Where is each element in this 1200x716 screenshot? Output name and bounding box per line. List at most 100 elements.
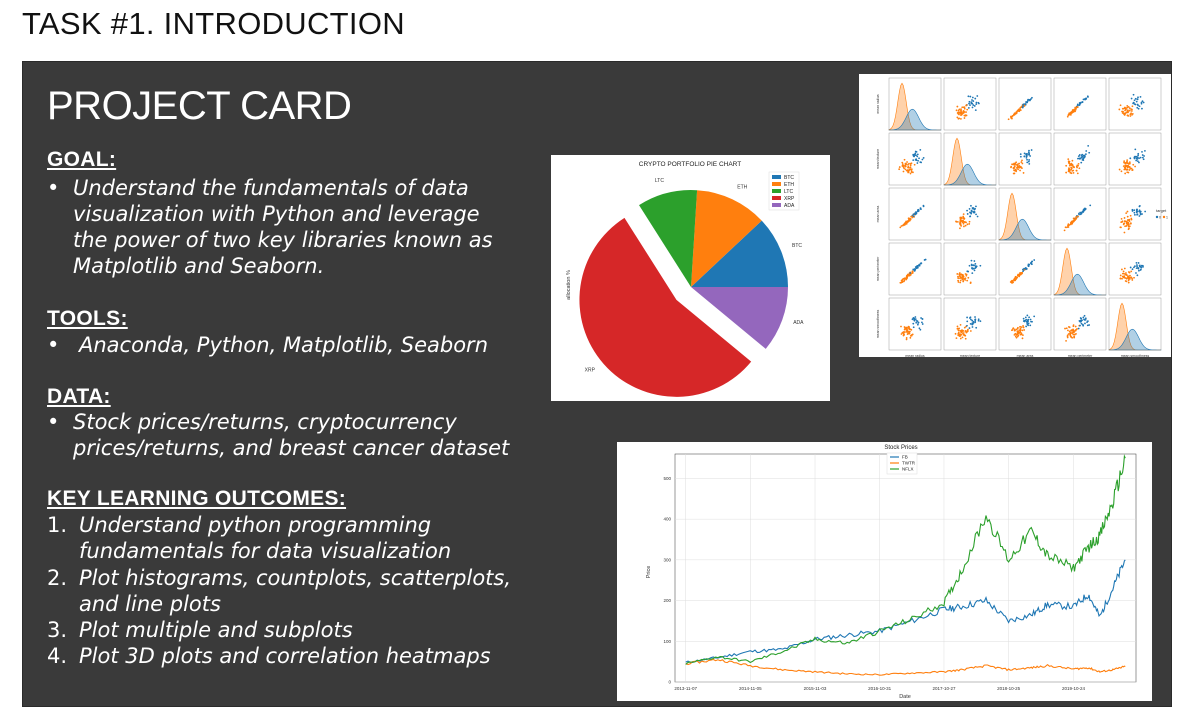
pie-label-btc: BTC: [792, 243, 802, 249]
pair-cell-3-4: [1108, 242, 1162, 296]
pair-cell-0-0: [888, 77, 942, 131]
line-plot-area: [674, 453, 1137, 683]
pie-slice-ltc: [639, 190, 698, 287]
pie-legend-label: ETH: [784, 182, 794, 188]
pair-cell-0-2: [998, 77, 1052, 131]
pair-cell-4-3: [1053, 297, 1107, 351]
project-card: PROJECT CARD GOAL: • Understand the fund…: [22, 61, 1172, 707]
pie-legend-label: ADA: [784, 203, 795, 209]
goal-bullet: • Understand the fundamentals of data vi…: [47, 175, 517, 279]
pair-xlabel: mean smoothness: [1121, 354, 1150, 357]
line-legend-label: NFLX: [902, 467, 914, 472]
pair-cell-1-2: [998, 132, 1052, 186]
pie-title: CRYPTO PORTFOLIO PIE CHART: [639, 161, 741, 168]
line-ylabel: Price: [646, 566, 652, 579]
outcome-item-2: 2. Plot histograms, countplots, scatterp…: [47, 565, 537, 617]
pairplot-figure: mean radius mean texture mean area mean per…: [859, 74, 1171, 358]
pair-ylabel: mean texture: [876, 149, 880, 169]
outcome-text: Understand python programming fundamenta…: [79, 513, 452, 563]
y-tick-label: 200: [663, 598, 671, 603]
goal-text: Understand the fundamentals of data visu…: [73, 176, 493, 278]
pair-legend-label: 0: [1159, 216, 1161, 220]
pair-legend-marker: [1155, 215, 1159, 219]
pair-cell-0-1: [943, 77, 997, 131]
pair-xlabel: mean perimeter: [1068, 354, 1093, 357]
x-tick-label: 2015-11-03: [804, 686, 827, 691]
data-text: Stock prices/returns, cryptocurrency pri…: [73, 410, 510, 460]
x-tick-label: 2016-10-31: [868, 686, 892, 691]
tools-text: Anaconda, Python, Matplotlib, Seaborn: [79, 333, 488, 357]
outcome-text: Plot multiple and subplots: [79, 618, 353, 642]
pie-chart-figure: CRYPTO PORTFOLIO PIE CHART allocation % …: [551, 155, 830, 401]
pie-legend-swatch: [772, 203, 781, 207]
line-series-twtr: [685, 658, 1126, 676]
pair-cell-4-2: [998, 297, 1052, 351]
data-heading: DATA:: [47, 385, 111, 408]
bullet-marker: •: [47, 176, 60, 200]
pie-legend-swatch: [772, 189, 781, 193]
pie-legend-swatch: [772, 182, 781, 186]
stock-line-chart: Stock Prices Date Price 0 100 200 300 400 500…: [646, 445, 1137, 700]
pie-chart: CRYPTO PORTFOLIO PIE CHART allocation % …: [566, 161, 804, 397]
goal-heading: GOAL:: [47, 148, 117, 171]
pair-ylabel: mean radius: [876, 94, 880, 114]
x-tick-label: 2019-10-24: [1062, 686, 1086, 691]
pie-legend-swatch: [772, 196, 781, 200]
tools-heading: TOOLS:: [47, 307, 128, 330]
pair-ylabel: mean area: [876, 206, 880, 223]
pair-xlabel: mean area: [1017, 354, 1034, 357]
y-tick-label: 0: [668, 680, 671, 685]
pair-cell-3-0: [888, 242, 942, 296]
pie-slice-ada: [691, 287, 788, 349]
pair-cell-4-0: [888, 297, 942, 351]
line-title: Stock Prices: [884, 445, 917, 451]
pair-xlabel: mean radius: [905, 354, 925, 357]
outcome-item-4: 4. Plot 3D plots and correlation heatmap…: [47, 643, 547, 669]
data-bullet: • Stock prices/returns, cryptocurrency p…: [47, 409, 547, 461]
pair-cell-3-1: [943, 242, 997, 296]
outcome-number: 1.: [47, 513, 68, 537]
outcome-text: Plot 3D plots and correlation heatmaps: [79, 644, 491, 668]
pie-slice-xrp: [579, 217, 752, 397]
task-title: TASK #1. INTRODUCTION: [22, 6, 405, 41]
pair-legend-marker: [1162, 215, 1166, 219]
pie-label-eth: ETH: [737, 185, 747, 191]
line-series-fb: [685, 559, 1126, 663]
x-tick-label: 2018-10-25: [997, 686, 1021, 691]
line-legend-label: FB: [902, 455, 908, 460]
pie-legend-label: XRP: [784, 196, 795, 202]
y-tick-label: 400: [663, 517, 671, 522]
pair-cell-1-0: [888, 132, 942, 186]
pairplot: mean radius mean texture mean area mean per…: [876, 77, 1168, 358]
pie-ylabel: allocation %: [566, 270, 572, 300]
card-title: PROJECT CARD: [47, 84, 352, 128]
pair-cell-4-1: [943, 297, 997, 351]
pair-legend-label: 1: [1166, 216, 1168, 220]
outcome-item-3: 3. Plot multiple and subplots: [47, 617, 537, 643]
pair-ylabel: mean smoothness: [876, 309, 880, 338]
pair-cell-2-1: [943, 187, 997, 241]
line-xlabel: Date: [899, 694, 911, 700]
pair-cell-1-1: [943, 132, 997, 186]
bullet-marker: •: [47, 410, 60, 434]
line-series-nflx: [685, 454, 1126, 665]
pair-ylabel: mean perimeter: [876, 256, 880, 281]
pie-slice-eth: [691, 190, 762, 287]
y-tick-label: 100: [663, 639, 671, 644]
y-tick-label: 500: [663, 476, 671, 481]
outcome-number: 4.: [47, 644, 68, 668]
pair-cell-1-3: [1053, 132, 1107, 186]
pie-legend-label: BTC: [784, 175, 794, 181]
tools-bullet: • Anaconda, Python, Matplotlib, Seaborn: [47, 332, 547, 358]
pair-cell-3-3: [1053, 242, 1107, 296]
y-tick-label: 300: [663, 557, 671, 562]
pair-legend-title: target: [1156, 208, 1167, 213]
x-tick-label: 2017-10-27: [932, 686, 956, 691]
outcome-number: 2.: [47, 566, 68, 590]
pie-legend-swatch: [772, 175, 781, 179]
pair-cell-2-0: [888, 187, 942, 241]
outcome-item-1: 1. Understand python programming fundame…: [47, 512, 527, 564]
pair-cell-4-4: [1108, 297, 1162, 351]
x-tick-label: 2013-11-07: [674, 686, 697, 691]
pair-cell-2-4: [1108, 187, 1162, 241]
